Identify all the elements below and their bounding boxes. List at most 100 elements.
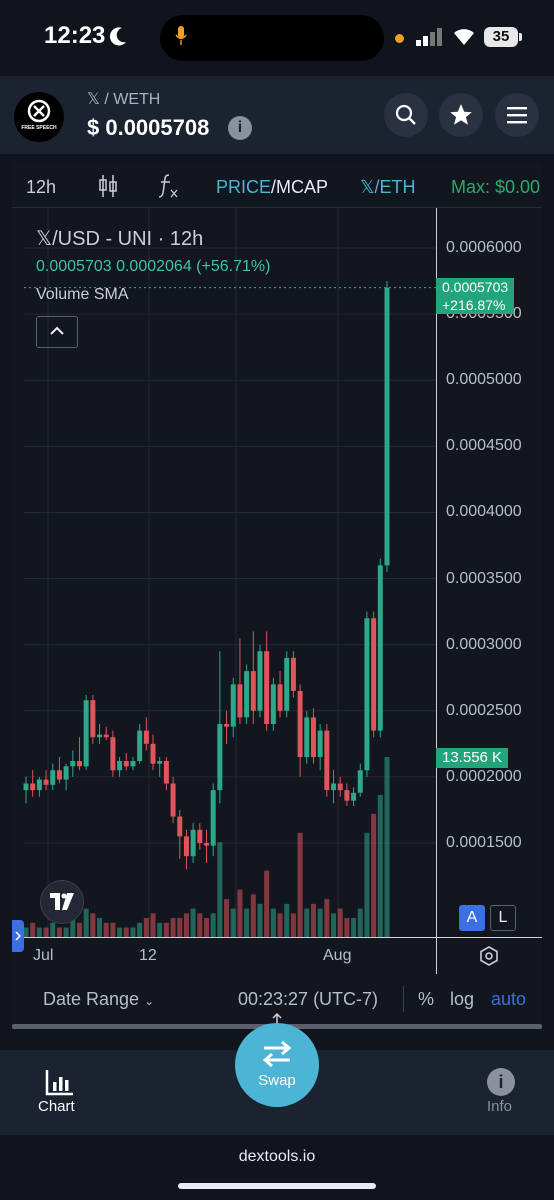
price-tick-label: 0.0003500 [446, 569, 522, 587]
volume-bar [244, 908, 250, 937]
volume-bar [150, 913, 156, 937]
price-mcap-toggle[interactable]: PRICE/MCAP [216, 177, 328, 198]
swap-button[interactable] [235, 1023, 319, 1107]
candle-body [137, 730, 143, 762]
percent-scale-button[interactable]: % [418, 989, 435, 1009]
volume-sma-label: Volume SMA [36, 286, 129, 303]
volume-bar [117, 927, 123, 937]
candle-body [170, 783, 176, 817]
candle-body [163, 761, 169, 784]
price-chart[interactable] [12, 208, 542, 974]
volume-bar [63, 927, 69, 937]
volume-bar [364, 832, 370, 937]
search-button[interactable] [384, 93, 428, 137]
volume-bar [324, 899, 330, 937]
candle-body [36, 779, 42, 791]
candle-body [83, 700, 89, 767]
favorite-button[interactable] [439, 93, 483, 137]
candle-body [63, 766, 69, 780]
candle-body [357, 770, 363, 793]
indicators-fx-icon[interactable] [157, 173, 179, 199]
price-option[interactable]: PRICE [216, 177, 272, 197]
mcap-option[interactable]: /MCAP [271, 177, 329, 197]
candle-body [143, 730, 149, 744]
volume-bar [371, 813, 377, 937]
candle-body [76, 761, 82, 767]
info-nav-icon[interactable]: i [487, 1068, 515, 1096]
volume-bar [76, 922, 82, 937]
date-range-selector[interactable]: Date Range ⌄ [43, 989, 154, 1010]
swap-label[interactable]: Swap [258, 1072, 296, 1089]
auto-toggle[interactable]: auto [491, 989, 527, 1009]
chart-settings-icon[interactable] [478, 945, 500, 967]
log-toggle[interactable]: log [450, 989, 475, 1009]
volume-bar [123, 927, 129, 937]
status-time: 12:23 [44, 22, 106, 49]
candle-body [210, 790, 216, 846]
candle-body [290, 657, 296, 691]
toolbar-divider [12, 207, 542, 208]
search-icon [395, 104, 416, 125]
volume-bar [110, 922, 116, 937]
nav-chart[interactable] [30, 1064, 90, 1124]
last-price-value: 0.0005703 [442, 278, 509, 295]
last-price-tag: 0.0005703 +216.87% [436, 277, 515, 314]
chart-clock[interactable]: 00:23:27 (UTC-7) [238, 989, 379, 1009]
candle-body [371, 618, 377, 731]
chart-ohlc-values: 0.0005703 0.0002064 (+56.71%) [36, 258, 271, 275]
candle-body [110, 737, 116, 771]
time-tick-12: 12 [139, 947, 157, 964]
cellular-signal-icon [416, 28, 442, 46]
bar-chart-icon [45, 1070, 73, 1096]
info-icon[interactable]: i [228, 116, 252, 140]
auto-scale-button[interactable]: A [459, 905, 485, 931]
battery-level: 35 [484, 27, 518, 47]
date-range-label: Date Range [43, 989, 140, 1009]
volume-bar [264, 870, 270, 937]
price-tick-label: 0.0003000 [446, 635, 522, 653]
candle-body [190, 829, 196, 857]
candle-body [377, 565, 383, 731]
collapse-legend-button[interactable] [36, 316, 78, 348]
time-tick-jul: Jul [33, 947, 54, 964]
volume-bar [357, 908, 363, 937]
pair-label: 𝕏 / WETH [87, 91, 161, 108]
left-toolbar-handle[interactable] [12, 920, 24, 952]
volume-bar [177, 918, 183, 937]
menu-button[interactable] [495, 93, 539, 137]
volume-bar [137, 922, 143, 937]
candle-body [50, 770, 56, 785]
tradingview-logo[interactable] [40, 880, 84, 924]
volume-bar [170, 918, 176, 937]
footer-divider [403, 986, 404, 1012]
volume-bar [237, 889, 243, 937]
candle-body [277, 684, 283, 711]
last-price-change: +216.87% [442, 296, 506, 313]
volume-bar [217, 842, 223, 937]
x-circle-logo-icon [27, 99, 51, 123]
quote-toggle[interactable]: 𝕏/ETH [360, 177, 416, 197]
nav-chart-label[interactable]: Chart [38, 1098, 75, 1115]
nav-info-label[interactable]: Info [487, 1098, 513, 1115]
price-tick-label: 0.0002500 [446, 701, 522, 719]
candle-body [337, 783, 343, 791]
battery-tip [519, 33, 522, 41]
interval-selector[interactable]: 12h [26, 177, 57, 197]
candle-body [230, 684, 236, 727]
volume-bar [337, 908, 343, 937]
chevron-right-icon [15, 931, 21, 941]
candle-body [90, 700, 96, 738]
candlestick-type-icon[interactable] [97, 174, 119, 198]
volume-bar [30, 922, 36, 937]
token-price: $ 0.0005708 [87, 115, 210, 140]
volume-bar [257, 903, 263, 937]
volume-bar [197, 913, 203, 937]
volume-bar [43, 927, 49, 937]
volume-bar [183, 913, 189, 937]
swap-arrows-icon [262, 1041, 292, 1067]
info-glyph: i [498, 1072, 504, 1092]
volume-tag: 13.556 K [436, 748, 509, 768]
volume-bar [210, 913, 216, 937]
volume-bar [270, 908, 276, 937]
log-scale-button[interactable]: L [490, 905, 516, 931]
